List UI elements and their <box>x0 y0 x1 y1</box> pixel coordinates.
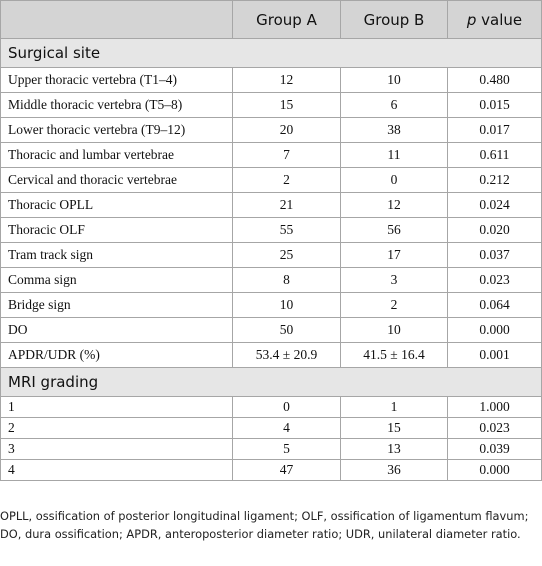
cell-value: 3 <box>340 267 448 293</box>
cell-value: 0 <box>232 396 341 418</box>
cell-value: 0.611 <box>447 142 542 168</box>
column-header: Group B <box>340 0 448 39</box>
row-label: DO <box>0 317 233 343</box>
data-row: Comma sign 8 3 0.023 <box>0 267 542 293</box>
cell-value: 36 <box>340 459 448 481</box>
row-label: 1 <box>0 396 233 418</box>
cell-value: 47 <box>232 459 341 481</box>
column-header: p value <box>447 0 542 39</box>
cell-value: 0.017 <box>447 117 542 143</box>
data-row: 4 47 36 0.000 <box>0 459 542 481</box>
data-row: Middle thoracic vertebra (T5–8) 15 6 0.015 <box>0 92 542 118</box>
row-label: Comma sign <box>0 267 233 293</box>
cell-value: 0.039 <box>447 438 542 460</box>
cell-value: 10 <box>340 317 448 343</box>
row-label: 4 <box>0 459 233 481</box>
row-label: Thoracic OLF <box>0 217 233 243</box>
data-table: Group A Group B p value Surgical site Upper… <box>0 0 542 481</box>
row-label: 3 <box>0 438 233 460</box>
cell-value: 50 <box>232 317 341 343</box>
cell-value: 10 <box>340 67 448 93</box>
cell-value: 7 <box>232 142 341 168</box>
cell-value: 0.000 <box>447 317 542 343</box>
data-row: DO 50 10 0.000 <box>0 317 542 343</box>
cell-value: 15 <box>340 417 448 439</box>
data-row: Lower thoracic vertebra (T9–12) 20 38 0.017 <box>0 117 542 143</box>
cell-value: 13 <box>340 438 448 460</box>
data-row: Cervical and thoracic vertebrae 2 0 0.212 <box>0 167 542 193</box>
cell-value: 20 <box>232 117 341 143</box>
cell-value: 0 <box>340 167 448 193</box>
corner-cell <box>0 0 233 39</box>
cell-value: 12 <box>232 67 341 93</box>
cell-value: 10 <box>232 292 341 318</box>
header-row: Group A Group B p value <box>0 0 542 39</box>
row-label: Middle thoracic vertebra (T5–8) <box>0 92 233 118</box>
cell-value: 2 <box>232 167 341 193</box>
section-row: MRI grading <box>0 367 542 397</box>
row-label: Thoracic OPLL <box>0 192 233 218</box>
row-label: Upper thoracic vertebra (T1–4) <box>0 67 233 93</box>
cell-value: 0.212 <box>447 167 542 193</box>
data-row: Bridge sign 10 2 0.064 <box>0 292 542 318</box>
cell-value: 55 <box>232 217 341 243</box>
row-label: Cervical and thoracic vertebrae <box>0 167 233 193</box>
data-row: Upper thoracic vertebra (T1–4) 12 10 0.480 <box>0 67 542 93</box>
cell-value: 4 <box>232 417 341 439</box>
section-row: Surgical site <box>0 38 542 68</box>
data-row: APDR/UDR (%) 53.4 ± 20.9 41.5 ± 16.4 0.001 <box>0 342 542 368</box>
column-header: Group A <box>232 0 341 39</box>
cell-value: 0.015 <box>447 92 542 118</box>
cell-value: 12 <box>340 192 448 218</box>
row-label: 2 <box>0 417 233 439</box>
cell-value: 0.024 <box>447 192 542 218</box>
cell-value: 6 <box>340 92 448 118</box>
cell-value: 0.023 <box>447 417 542 439</box>
cell-value: 2 <box>340 292 448 318</box>
cell-value: 53.4 ± 20.9 <box>232 342 341 368</box>
cell-value: 1 <box>340 396 448 418</box>
cell-value: 56 <box>340 217 448 243</box>
cell-value: 0.064 <box>447 292 542 318</box>
cell-value: 15 <box>232 92 341 118</box>
footnote: OPLL, ossification of posterior longitud… <box>0 509 529 541</box>
cell-value: 38 <box>340 117 448 143</box>
cell-value: 11 <box>340 142 448 168</box>
row-label: Thoracic and lumbar vertebrae <box>0 142 233 168</box>
cell-value: 0.480 <box>447 67 542 93</box>
cell-value: 0.020 <box>447 217 542 243</box>
cell-value: 5 <box>232 438 341 460</box>
cell-value: 0.023 <box>447 267 542 293</box>
cell-value: 25 <box>232 242 341 268</box>
column-header-text: p value <box>466 10 523 29</box>
cell-value: 21 <box>232 192 341 218</box>
cell-value: 17 <box>340 242 448 268</box>
data-row: Thoracic and lumbar vertebrae 7 11 0.611 <box>0 142 542 168</box>
cell-value: 0.001 <box>447 342 542 368</box>
section-title: Surgical site <box>0 38 542 68</box>
cell-value: 0.037 <box>447 242 542 268</box>
data-row: 1 0 1 1.000 <box>0 396 542 418</box>
data-row: Tram track sign 25 17 0.037 <box>0 242 542 268</box>
table-body: Surgical site Upper thoracic vertebra (T1… <box>0 38 542 481</box>
cell-value: 41.5 ± 16.4 <box>340 342 448 368</box>
data-row: Thoracic OLF 55 56 0.020 <box>0 217 542 243</box>
data-row: Thoracic OPLL 21 12 0.024 <box>0 192 542 218</box>
cell-value: 0.000 <box>447 459 542 481</box>
row-label: APDR/UDR (%) <box>0 342 233 368</box>
row-label: Bridge sign <box>0 292 233 318</box>
row-label: Lower thoracic vertebra (T9–12) <box>0 117 233 143</box>
data-row: 2 4 15 0.023 <box>0 417 542 439</box>
column-header-text: Group A <box>256 10 317 29</box>
column-header-text: Group B <box>363 10 425 29</box>
cell-value: 1.000 <box>447 396 542 418</box>
cell-value: 8 <box>232 267 341 293</box>
row-label: Tram track sign <box>0 242 233 268</box>
section-title: MRI grading <box>0 367 542 397</box>
data-row: 3 5 13 0.039 <box>0 438 542 460</box>
